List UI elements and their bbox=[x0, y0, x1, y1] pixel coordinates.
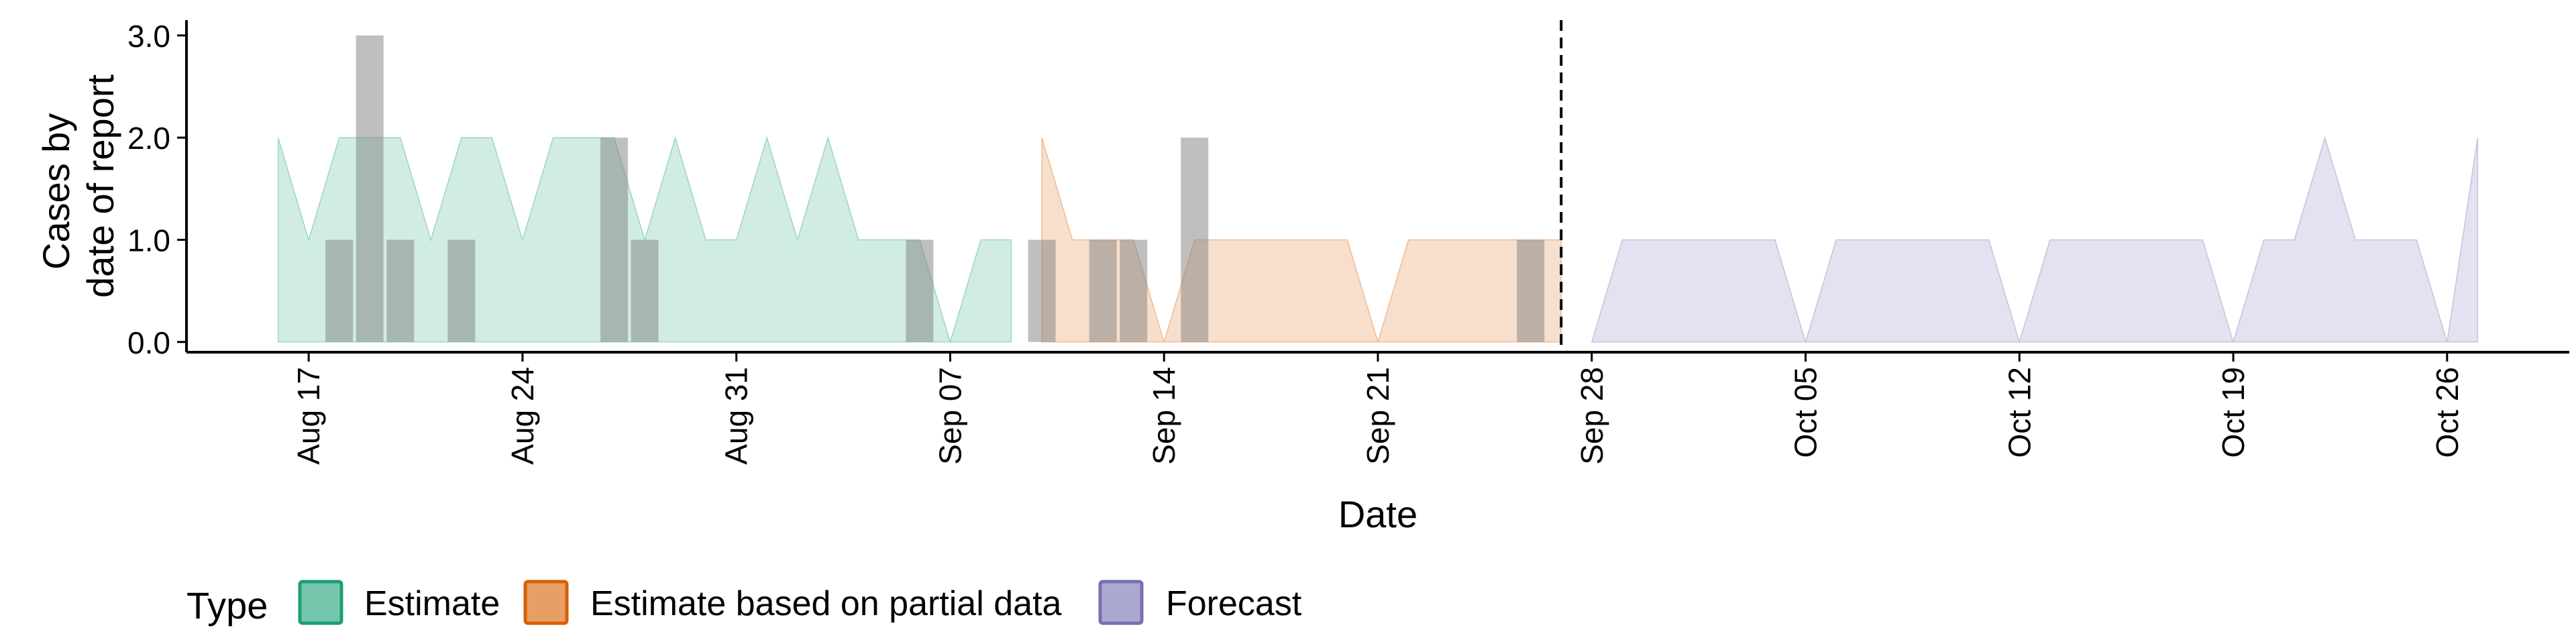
bar-reported-5 bbox=[631, 239, 659, 342]
bar-reported-4 bbox=[600, 138, 629, 342]
bar-reported-6 bbox=[906, 239, 934, 342]
x-tick-label: Sep 21 bbox=[1360, 367, 1395, 465]
y-axis-label: Cases by date of report bbox=[35, 74, 121, 299]
legend-key-estimate bbox=[298, 580, 343, 625]
legend-label-partial: Estimate based on partial data bbox=[590, 584, 1062, 623]
legend-key-partial bbox=[523, 580, 569, 625]
y-tick-label: 0.0 bbox=[127, 325, 170, 360]
bar-reported-8 bbox=[1089, 239, 1117, 342]
bar-reported-3 bbox=[447, 239, 476, 342]
bar-reported-7 bbox=[1028, 239, 1056, 342]
x-tick-label: Aug 17 bbox=[291, 367, 326, 465]
legend: Type Estimate Estimate based on partial … bbox=[186, 580, 1302, 627]
area-series-2 bbox=[1591, 136, 2479, 344]
y-tick-label: 1.0 bbox=[127, 223, 170, 258]
bar-reported-2 bbox=[386, 239, 415, 342]
bar-reported-1 bbox=[356, 35, 384, 342]
x-tick-label: Sep 28 bbox=[1574, 367, 1609, 465]
x-tick-label: Oct 19 bbox=[2216, 367, 2251, 458]
bar-reported-9 bbox=[1120, 239, 1148, 342]
x-tick-label: Oct 26 bbox=[2430, 367, 2465, 458]
x-ticks: Aug 17 Aug 24 Aug 31 Sep 07 Sep 14 Sep 21 Sep … bbox=[291, 352, 2465, 465]
x-tick-label: Oct 05 bbox=[1788, 367, 1823, 458]
x-tick-label: Sep 14 bbox=[1146, 367, 1181, 465]
legend-label-estimate: Estimate bbox=[364, 584, 500, 623]
legend-label-forecast: Forecast bbox=[1166, 584, 1302, 623]
y-ticks: 0.0 1.0 2.0 3.0 bbox=[127, 19, 186, 360]
x-tick-label: Aug 31 bbox=[719, 367, 754, 465]
bar-reported-0 bbox=[325, 239, 354, 342]
bar-reported-10 bbox=[1181, 138, 1209, 342]
legend-title: Type bbox=[186, 584, 268, 627]
bar-reported-11 bbox=[1517, 239, 1545, 342]
bar-layer bbox=[325, 35, 1545, 342]
x-tick-label: Sep 07 bbox=[932, 367, 967, 465]
y-axis-label-line-1: Cases by bbox=[35, 113, 77, 270]
y-tick-label: 2.0 bbox=[127, 121, 170, 156]
x-axis-label: Date bbox=[1338, 493, 1417, 535]
legend-key-forecast bbox=[1098, 580, 1144, 625]
y-axis-label-line-2: date of report bbox=[79, 74, 121, 299]
x-tick-label: Oct 12 bbox=[2002, 367, 2037, 458]
y-tick-label: 3.0 bbox=[127, 19, 170, 54]
x-tick-label: Aug 24 bbox=[505, 367, 540, 465]
